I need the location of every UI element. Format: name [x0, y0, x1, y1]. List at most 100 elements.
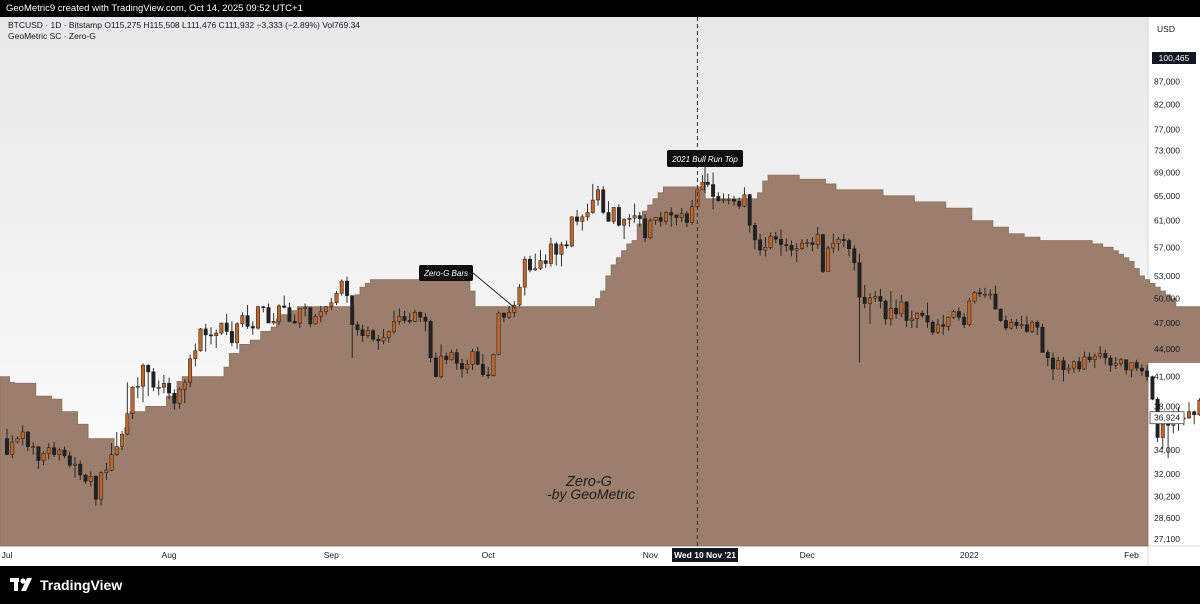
candle-body-up — [449, 352, 454, 361]
candle — [653, 216, 658, 225]
price-tick-label: 27,100 — [1154, 534, 1180, 544]
candle — [433, 352, 438, 378]
candle-body-up — [972, 292, 977, 302]
candle-body-down — [779, 238, 783, 245]
candle — [1019, 315, 1024, 329]
candle — [355, 321, 360, 336]
candle-body-up — [632, 215, 637, 219]
time-axis[interactable]: Jul Aug Sep Oct Nov Dec 2022 Feb — [2, 550, 1140, 560]
candle — [52, 442, 57, 457]
annotation-bull-run-top[interactable]: 2021 Bull Run Top — [667, 150, 743, 193]
candle — [418, 311, 423, 323]
candle-body-up — [590, 199, 595, 213]
candle-body-up — [721, 199, 726, 201]
candle — [240, 312, 245, 328]
candle — [1197, 398, 1200, 416]
candle-body-up — [935, 324, 940, 333]
candle-body-up — [256, 306, 260, 329]
candle — [41, 451, 46, 466]
candle-body-down — [203, 328, 208, 336]
candle-body-down — [810, 242, 815, 245]
candle — [1045, 349, 1050, 367]
candle-body-up — [397, 316, 402, 322]
price-axis[interactable]: 92,00087,00082,00077,00073,00069,00065,0… — [1154, 55, 1180, 545]
crosshair-price-label: 100,465 — [1152, 52, 1196, 64]
candle — [763, 237, 768, 257]
candle-body-down — [711, 184, 716, 197]
candle-body-up — [57, 449, 62, 455]
candle-body-up — [1098, 353, 1103, 357]
candle-body-down — [25, 431, 30, 447]
candle-body-up — [125, 413, 130, 435]
candlestick-series[interactable] — [5, 172, 1200, 506]
candle — [172, 389, 177, 410]
candle-body-down — [732, 199, 736, 202]
candle-body-down — [1040, 326, 1045, 353]
candle — [303, 303, 308, 317]
candle — [742, 187, 747, 208]
candle — [679, 208, 684, 222]
candle — [983, 287, 987, 298]
candle-body-down — [350, 295, 355, 325]
crosshair-date-text: Wed 10 Nov '21 — [674, 550, 736, 560]
price-tick-label: 82,000 — [1154, 100, 1180, 110]
candle-body-up — [88, 476, 93, 482]
candle — [120, 430, 125, 450]
candle-body-up — [868, 297, 872, 304]
candle — [376, 334, 381, 350]
candle — [1087, 352, 1092, 363]
indicator-legend[interactable]: GeoMetric SC · Zero-G — [8, 31, 96, 41]
candle — [810, 237, 815, 252]
candle-body-down — [418, 312, 423, 318]
candle-body-down — [758, 239, 763, 251]
candle — [1119, 357, 1123, 367]
candle — [732, 195, 736, 206]
annotation-box — [419, 265, 473, 281]
candle-body-down — [360, 329, 365, 336]
candle-body-down — [1139, 367, 1144, 372]
candle-body-up — [31, 446, 36, 448]
candle — [507, 305, 512, 319]
candle — [203, 323, 208, 352]
time-tick-label: Jul — [2, 550, 13, 560]
candle-body-down — [209, 334, 213, 337]
candle — [972, 291, 977, 304]
candle-body-down — [820, 234, 825, 272]
candle — [156, 380, 161, 396]
symbol-legend[interactable]: BTCUSD · 1D · Bitstamp O115,275 H115,508… — [8, 20, 360, 30]
time-tick-label: 2022 — [960, 550, 979, 560]
candle-body-up — [235, 323, 240, 343]
candle-body-down — [564, 244, 569, 247]
candle — [1009, 318, 1014, 330]
candle-body-up — [983, 293, 987, 296]
candle-body-up — [805, 242, 810, 244]
candle — [345, 276, 349, 303]
tradingview-brand[interactable]: TradingView — [10, 577, 122, 593]
candle — [1030, 320, 1035, 334]
candle-body-up — [967, 300, 972, 325]
annotation-zero-g-bars[interactable]: Zero-G Bars — [419, 265, 516, 309]
candle — [135, 377, 140, 399]
candle-body-down — [78, 463, 83, 476]
candle — [20, 425, 25, 446]
candle-body-down — [36, 446, 41, 461]
candle — [1113, 357, 1118, 369]
annotation-label: Zero-G Bars — [423, 269, 468, 278]
candle — [198, 328, 203, 352]
candle — [250, 321, 255, 335]
crosshair-date-box — [672, 548, 738, 562]
candle-body-down — [224, 322, 229, 332]
candle — [794, 243, 799, 263]
candle — [245, 305, 250, 329]
currency-label[interactable]: USD — [1157, 24, 1175, 34]
candle — [486, 367, 491, 379]
candle-body-up — [794, 248, 799, 251]
candle — [643, 214, 648, 242]
candle-body-up — [1066, 367, 1071, 371]
candle-body-up — [1092, 355, 1097, 360]
candle-body-down — [167, 383, 172, 394]
candle-body-down — [716, 196, 721, 201]
candle — [1139, 364, 1144, 376]
candle-body-up — [392, 321, 396, 332]
